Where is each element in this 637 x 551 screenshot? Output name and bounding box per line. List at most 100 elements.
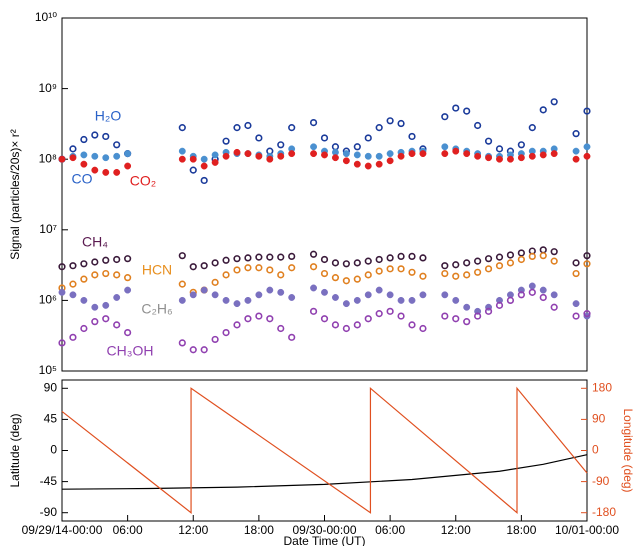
data-point [288,252,296,260]
data-point [266,155,274,163]
data-point [91,271,99,279]
data-point [408,252,416,260]
data-point [288,333,296,341]
data-point [69,262,77,270]
data-point [255,152,263,160]
data-point [342,324,350,333]
data-point [572,130,580,138]
data-point [484,255,493,263]
data-point [113,321,121,329]
data-point [463,303,471,311]
data-point [572,259,580,267]
data-point [375,160,383,168]
data-point [222,137,230,145]
data-point [463,259,471,267]
data-point [113,271,121,279]
data-point [528,152,536,160]
data-point [474,121,482,130]
data-point [178,339,186,347]
data-point [539,151,547,159]
data-point [102,269,110,278]
y-tick-label: 90 [592,412,606,426]
data-point [463,150,471,158]
data-point [550,303,558,311]
data-point [244,150,252,158]
data-point [517,154,525,162]
data-point [178,147,186,155]
y-tick-label: -180 [592,505,616,519]
data-point [80,296,88,304]
data-point [397,312,405,320]
data-point [441,262,449,270]
data-point [200,162,208,170]
data-point [255,264,263,272]
y-tick-label: 45 [44,412,58,426]
y-tick-label: 10⁶ [39,293,57,307]
data-point [375,124,383,132]
data-point [124,150,132,158]
data-point [452,147,460,155]
data-point [463,271,471,279]
data-point [102,132,110,141]
data-point [353,143,361,151]
data-point [124,162,132,170]
data-point [124,274,132,282]
data-point [69,280,77,288]
series-label: H₂O [95,108,122,124]
data-point [452,296,460,304]
series-label: C₂H₆ [141,301,172,317]
data-point [495,253,504,261]
data-point [58,339,66,347]
data-point [353,151,361,159]
y-axis-label: Latitude (deg) [8,413,22,487]
data-point [266,253,274,261]
data-point [484,137,493,145]
x-tick-label: 09/29/14-00:00 [22,523,103,537]
data-point [583,252,591,260]
data-point [539,246,547,254]
data-point [233,321,241,329]
data-point [506,155,514,163]
data-point [310,143,318,151]
data-point [397,296,405,304]
data-point [495,145,504,153]
data-point [375,255,383,264]
data-point [517,249,525,257]
data-point [178,280,186,288]
data-point [342,277,350,285]
data-point [113,168,121,176]
data-point [331,274,340,282]
data-point [419,291,427,299]
data-point [222,271,230,279]
data-point [309,263,318,271]
data-point [408,296,416,304]
data-point [484,307,493,315]
data-point [102,256,110,264]
data-point [408,150,416,158]
data-point [484,265,493,273]
data-point [452,104,460,112]
x-tick-label: 09/30-00:00 [292,523,356,537]
data-point [113,152,121,160]
data-point [244,264,252,272]
data-point [342,157,350,165]
data-point [266,286,274,294]
data-point [550,257,558,265]
y-tick-label: 180 [592,380,612,394]
data-point [397,265,405,273]
data-point [517,291,525,299]
data-point [375,310,383,318]
data-point [233,255,241,263]
data-point [91,318,99,326]
y-tick-label: 10⁸ [39,151,57,165]
series-label: CH₄ [82,234,108,250]
data-point [288,124,296,132]
data-point [255,134,263,142]
data-point [583,310,591,318]
data-point [277,253,285,261]
y-tick-label: 10⁹ [39,81,58,95]
data-point [124,328,132,337]
data-point [222,328,230,337]
data-point [211,259,219,267]
data-point [474,257,482,265]
